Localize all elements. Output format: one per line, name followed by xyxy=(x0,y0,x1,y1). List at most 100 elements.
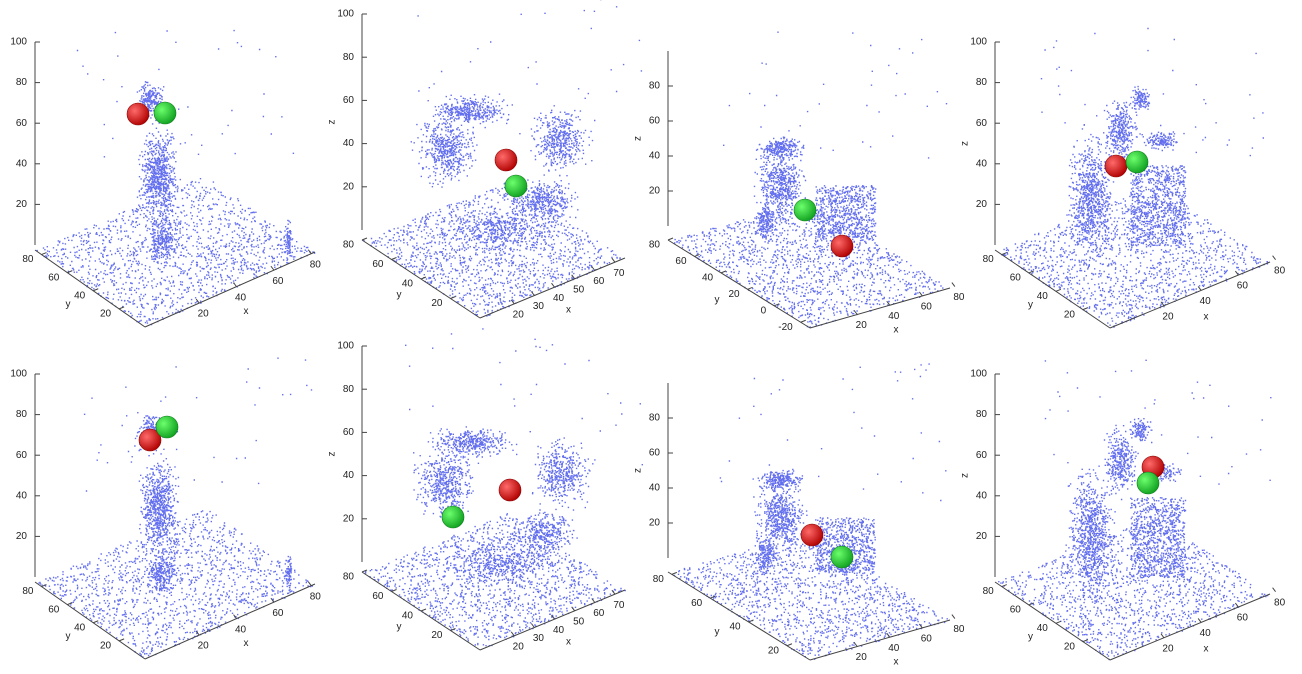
z-tick-label: 100 xyxy=(970,369,987,380)
y-axis-label: y xyxy=(715,295,720,306)
z-axis-label: z xyxy=(960,473,971,478)
green-sphere xyxy=(441,505,465,529)
x-axis-label: x xyxy=(894,657,899,668)
x-tick-label: 60 xyxy=(1237,613,1249,624)
z-tick-label: 100 xyxy=(10,37,27,48)
z-tick-label: 40 xyxy=(976,490,988,501)
x-tick xyxy=(1272,255,1276,260)
x-tick-label: 40 xyxy=(553,293,565,304)
y-tick xyxy=(747,286,753,290)
x-tick xyxy=(233,282,237,287)
y-tick-label: 60 xyxy=(372,259,384,270)
x-tick xyxy=(1234,602,1239,608)
x-tick-label: 70 xyxy=(613,600,625,611)
z-tick-label: 20 xyxy=(343,513,355,524)
y-tick xyxy=(773,303,780,307)
y-tick xyxy=(667,237,674,241)
y-tick-label: 40 xyxy=(402,611,414,622)
green-sphere xyxy=(504,174,528,198)
z-tick-label: 100 xyxy=(337,341,354,352)
x-tick-label: 30 xyxy=(533,633,545,644)
y-tick xyxy=(786,643,793,647)
y-tick-label: 40 xyxy=(1037,623,1049,634)
z-tick-label: 20 xyxy=(649,518,661,529)
x-tick-label: 30 xyxy=(533,301,545,312)
x-tick xyxy=(510,631,515,637)
x-tick-label: 40 xyxy=(888,311,900,322)
x-tick xyxy=(591,598,596,603)
point-cloud xyxy=(364,328,643,647)
y-tick xyxy=(420,608,427,612)
x-tick xyxy=(886,632,891,638)
y-tick-label: 40 xyxy=(729,622,741,633)
x-tick-label: 20 xyxy=(513,641,525,652)
x-axis-label: x xyxy=(244,638,249,649)
x-tick-label: 20 xyxy=(856,320,868,331)
x-tick xyxy=(510,299,515,305)
x-tick xyxy=(1272,587,1276,592)
y-tick-label: 80 xyxy=(983,254,995,265)
x-tick xyxy=(918,623,923,629)
y-tick-label: 40 xyxy=(402,279,414,290)
z-tick-label: 20 xyxy=(16,199,28,210)
z-tick-label: 80 xyxy=(976,409,988,420)
y-tick-label: 20 xyxy=(729,289,741,300)
x-tick xyxy=(591,266,596,271)
z-tick-label: 100 xyxy=(337,9,354,20)
x-tick xyxy=(611,589,616,595)
y-tick xyxy=(1028,270,1035,274)
x-tick xyxy=(1197,618,1202,623)
z-tick-label: 40 xyxy=(649,151,661,162)
x-tick xyxy=(270,597,275,603)
z-tick-label: 60 xyxy=(649,116,661,127)
y-tick-label: 80 xyxy=(343,572,355,583)
x-tick-label: 60 xyxy=(272,608,284,619)
z-tick-label: 60 xyxy=(16,118,28,129)
z-tick-label: 40 xyxy=(976,158,988,169)
x-axis xyxy=(809,619,951,661)
y-tick xyxy=(420,276,427,280)
x-axis-label: x xyxy=(566,637,571,648)
y-tick-label: 60 xyxy=(48,272,60,283)
y-tick xyxy=(361,237,368,241)
x-tick xyxy=(307,249,312,254)
x-tick-label: 20 xyxy=(1162,311,1174,322)
x-tick-label: 40 xyxy=(235,292,247,303)
point-cloud xyxy=(674,31,948,328)
z-axis-label: z xyxy=(327,120,338,125)
z-tick-label: 100 xyxy=(970,37,987,48)
y-axis-label: y xyxy=(397,622,402,633)
x-tick xyxy=(530,623,535,628)
y-tick-label: 60 xyxy=(691,598,703,609)
y-tick xyxy=(1055,288,1062,292)
x-tick xyxy=(853,310,858,315)
x-axis xyxy=(144,583,316,660)
y-tick-label: 60 xyxy=(48,604,60,615)
z-tick-label: 80 xyxy=(649,81,661,92)
y-tick-label: 20 xyxy=(431,630,443,641)
x-tick-label: 80 xyxy=(310,259,322,270)
z-tick-label: 40 xyxy=(343,470,355,481)
x-axis xyxy=(144,251,316,328)
y-axis xyxy=(994,249,1111,329)
y-tick xyxy=(710,595,716,599)
y-tick-label: 80 xyxy=(22,254,34,265)
y-tick xyxy=(1082,639,1089,643)
green-sphere xyxy=(155,415,179,439)
x-tick xyxy=(1197,286,1202,291)
x-axis xyxy=(1109,593,1271,661)
y-tick-label: 80 xyxy=(22,586,34,597)
red-sphere xyxy=(1104,154,1128,178)
x-tick-label: 80 xyxy=(1274,597,1286,608)
y-tick-label: 80 xyxy=(983,586,995,597)
x-tick xyxy=(571,274,576,280)
y-tick xyxy=(450,296,456,299)
y-tick xyxy=(1028,602,1035,606)
z-tick-label: 60 xyxy=(976,450,988,461)
x-axis-label: x xyxy=(566,305,571,316)
x-tick xyxy=(1234,270,1239,276)
y-axis xyxy=(994,581,1111,661)
z-tick-label: 60 xyxy=(649,448,661,459)
x-axis xyxy=(1109,261,1271,329)
